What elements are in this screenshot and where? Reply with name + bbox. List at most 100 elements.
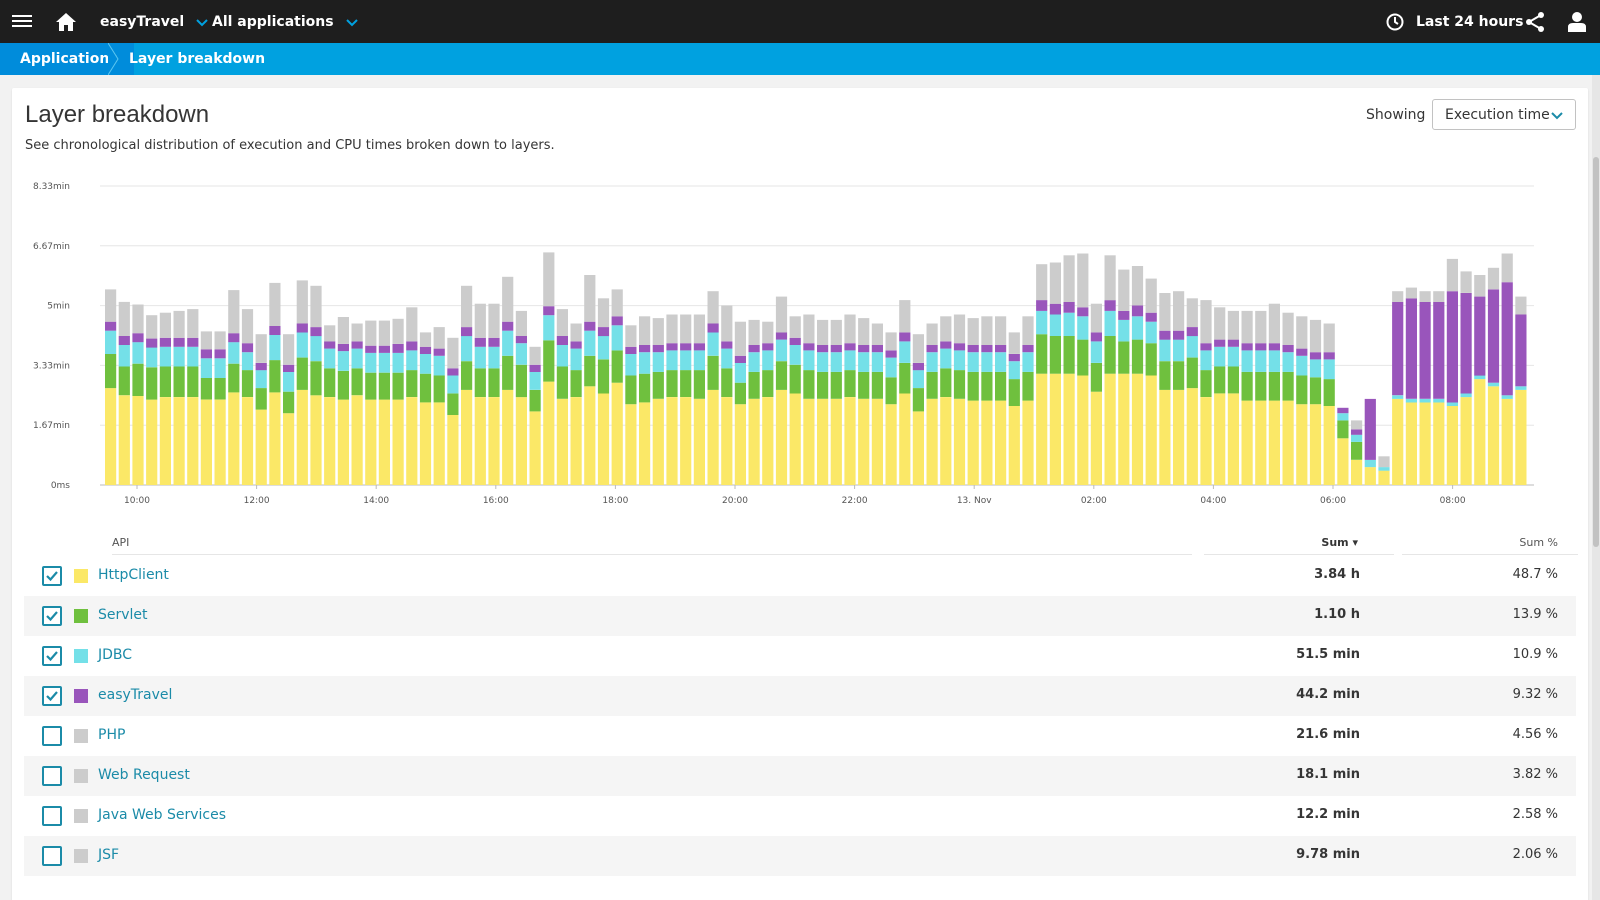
api-name-link[interactable]: Web Request [98,767,190,783]
bar-segment-httpclient [132,396,144,485]
user-icon[interactable] [1566,11,1588,33]
row-checkbox[interactable] [42,846,62,866]
bar-segment-jdbc [1159,339,1171,362]
y-tick-label: 6.67min [33,242,70,252]
column-header-sum-percent[interactable]: Sum % [1519,536,1558,549]
row-checkbox[interactable] [42,606,62,626]
row-checkbox[interactable] [42,566,62,586]
y-tick-label: 8.33min [33,182,70,192]
bar-segment-easytravel [1296,348,1308,356]
bar-segment-jdbc [1446,402,1458,406]
bar-segment-httpclient [652,398,664,485]
bar-segment-httpclient [1460,397,1472,485]
bar-segment-easytravel [241,343,254,353]
bar-segment-servlet [1008,379,1020,406]
bar-segment-httpclient [1268,400,1280,485]
bar-segment-servlet [118,366,130,396]
color-swatch [74,569,88,583]
scrollbar-thumb[interactable] [1593,157,1599,547]
bar-segment-jdbc [515,343,527,365]
bar-segment-servlet [365,372,377,400]
column-header-api[interactable]: API [112,536,130,549]
bar-segment-httpclient [570,397,582,485]
bar-segment-jdbc [461,336,473,362]
bar-segment-easytravel [844,343,856,351]
chevron-down-icon [196,18,208,26]
bar-segment-jdbc [228,342,240,364]
api-name-link[interactable]: Servlet [98,607,148,623]
top-navigation-bar: easyTravel All applications Last 24 hour… [0,0,1600,43]
api-name-link[interactable]: Java Web Services [98,807,227,823]
bar-segment-other [885,332,897,351]
bar-segment-httpclient [1419,402,1431,485]
row-checkbox[interactable] [42,646,62,666]
column-header-sum[interactable]: Sum ▾ [1321,536,1358,549]
app-selector[interactable]: easyTravel [100,0,208,43]
bar-segment-other [570,323,582,342]
bar-segment-easytravel [693,343,705,351]
bar-segment-jdbc [351,348,363,369]
api-name-link[interactable]: PHP [98,727,126,743]
bar-segment-easytravel [1077,307,1089,317]
layer-breakdown-card: Layer breakdown See chronological distri… [12,88,1588,900]
hamburger-menu-icon[interactable] [12,12,32,32]
bar-segment-easytravel [324,341,336,349]
bar-segment-other [1159,293,1171,331]
bar-segment-servlet [666,370,678,397]
bar-segment-servlet [187,366,199,397]
bar-segment-jdbc [693,350,705,371]
share-icon[interactable] [1524,11,1546,33]
bar-segment-easytravel [652,345,664,353]
bar-segment-httpclient [1145,375,1157,485]
x-tick-label: 16:00 [483,496,509,506]
bar-segment-servlet [981,371,993,401]
bar-segment-httpclient [105,388,117,485]
bar-segment-jdbc [1077,316,1089,340]
metric-dropdown[interactable]: Execution time [1432,99,1576,130]
bar-segment-httpclient [734,404,746,485]
bar-segment-servlet [1145,343,1157,376]
bar-segment-httpclient [1036,373,1048,485]
api-name-link[interactable]: JDBC [98,647,133,663]
home-icon[interactable] [55,11,77,33]
timeframe-selector[interactable]: Last 24 hours [1386,0,1523,43]
bar-segment-servlet [556,366,568,399]
bar-segment-httpclient [707,389,719,485]
bar-segment-other [981,316,993,345]
bar-segment-easytravel [1501,282,1513,396]
row-checkbox[interactable] [42,766,62,786]
bar-segment-easytravel [433,348,445,356]
bar-segment-servlet [1323,379,1335,406]
api-name-link[interactable]: HttpClient [98,567,169,583]
row-checkbox[interactable] [42,686,62,706]
breadcrumb-current: Layer breakdown [129,43,265,75]
page-description: See chronological distribution of execut… [25,138,555,153]
row-checkbox[interactable] [42,726,62,746]
bar-segment-jdbc [1227,346,1239,367]
bar-segment-jdbc [1364,459,1376,468]
page-scrollbar[interactable] [1592,75,1600,900]
bar-segment-other [173,310,185,338]
sum-value: 9.78 min [1296,847,1360,862]
bar-segment-easytravel [461,327,473,337]
all-applications-selector[interactable]: All applications [212,0,358,43]
bar-segment-jdbc [1214,346,1226,367]
api-name-link[interactable]: easyTravel [98,687,173,703]
row-checkbox[interactable] [42,806,62,826]
bar-segment-other [830,319,842,345]
table-row: HttpClient 3.84 h 48.7 % [24,556,1576,596]
bar-segment-jdbc [953,350,966,371]
bar-segment-easytravel [1008,354,1020,362]
bar-segment-servlet [652,371,664,399]
bar-segment-servlet [940,368,952,397]
bar-segment-other [296,280,308,324]
bar-segment-servlet [844,370,856,397]
bar-segment-httpclient [447,415,459,485]
x-tick-label: 06:00 [1320,496,1346,506]
bar-segment-httpclient [378,399,390,485]
bar-segment-jdbc [173,346,185,367]
bar-segment-other [378,320,390,346]
api-name-link[interactable]: JSF [98,847,120,863]
timeframe-label: Last 24 hours [1416,13,1524,30]
bar-segment-servlet [105,354,117,389]
